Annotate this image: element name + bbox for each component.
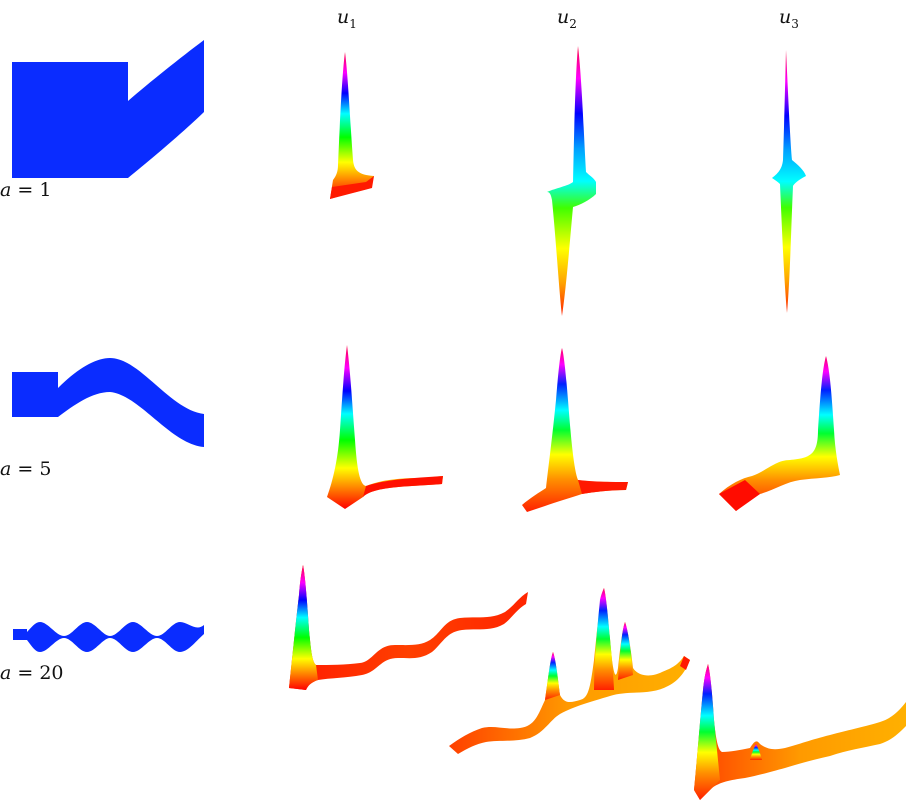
eigenfunction-u2-a1	[547, 46, 596, 316]
domain-a5	[12, 358, 204, 447]
column-label-u1: u1	[337, 6, 357, 31]
eigenfunction-u1-a20	[289, 565, 528, 690]
eigenfunction-u2-a20	[449, 588, 690, 754]
eigenfunction-u3-a20	[694, 664, 906, 800]
column-label-u3: u3	[779, 6, 799, 31]
column-label-u2: u2	[557, 6, 577, 31]
eigenfunction-u1-a1	[330, 52, 374, 199]
row-label-a1: a = 1	[0, 179, 52, 201]
row-label-a5: a = 5	[0, 458, 52, 480]
eigenfunction-u3-a5	[719, 356, 840, 511]
row-label-a20: a = 20	[0, 662, 64, 684]
domain-a1	[12, 40, 204, 178]
eigenfunction-u3-a1	[772, 50, 806, 313]
eigenfunction-u2-a5	[522, 348, 628, 512]
domain-a20	[13, 622, 204, 652]
eigenfunction-u1-a5	[327, 345, 443, 509]
